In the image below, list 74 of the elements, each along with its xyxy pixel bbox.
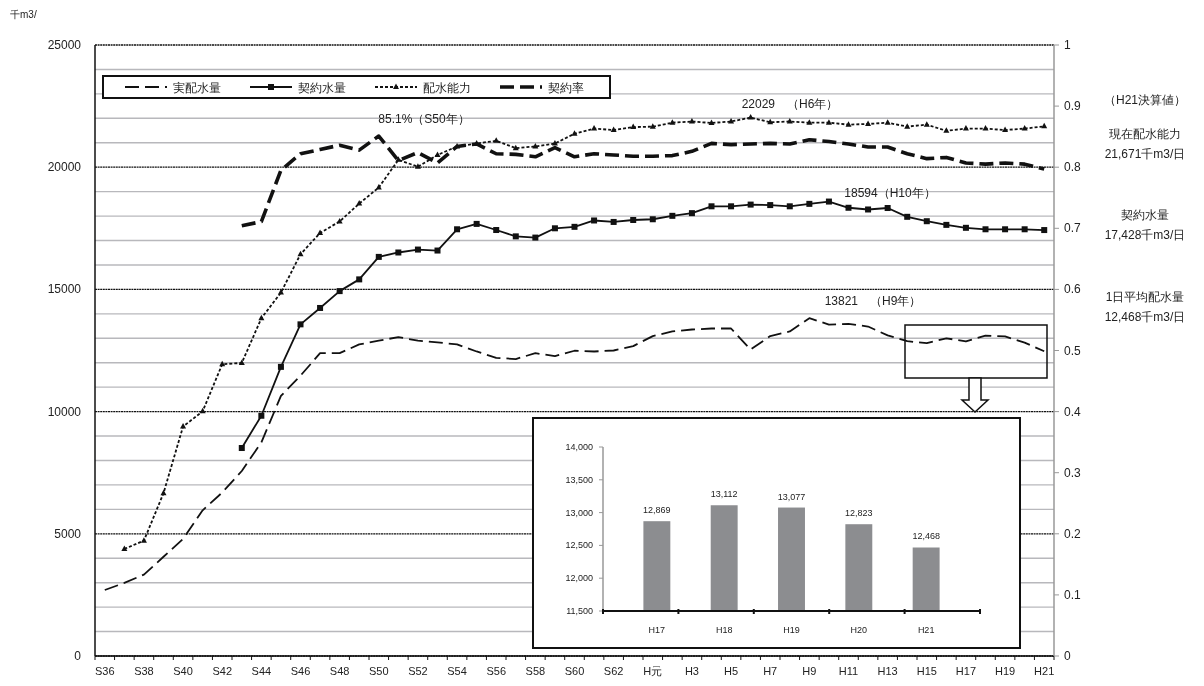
y2-tick-label: 0.5: [1064, 343, 1082, 358]
x-tick-label: H9: [802, 665, 817, 677]
text: 契約水量: [1121, 208, 1169, 222]
text: 21,671千m3/日: [1104, 147, 1186, 161]
x-tick-label: H19: [783, 625, 800, 635]
text: （H21決算値）: [1103, 93, 1187, 107]
y2-tick-label: 0.4: [1064, 404, 1082, 419]
data-label: 12,823: [845, 508, 873, 519]
y2-tick-label: 0.7: [1064, 221, 1082, 236]
y2-tick-label: 1: [1064, 38, 1071, 52]
x-tick-label: H11: [838, 665, 859, 677]
x-tick-label: H18: [715, 625, 733, 635]
legend-label: 契約水量: [298, 81, 346, 95]
y2-tick-label: 0.3: [1064, 465, 1082, 480]
x-tick-label: H3: [684, 665, 699, 677]
annotation: 13821 （H9年）: [824, 294, 922, 308]
x-tick-label: S54: [447, 665, 467, 677]
x-tick-label: H13: [877, 665, 898, 677]
y-axis-title: 千m3/: [10, 9, 37, 20]
x-tick-label: H17: [648, 625, 666, 635]
y-tick-label: 12,000: [565, 573, 593, 584]
x-tick-label: S48: [329, 665, 350, 677]
x-tick-label: S58: [525, 665, 546, 677]
annotation: 18594（H10年）: [844, 186, 936, 200]
x-tick-label: H21: [917, 625, 935, 635]
text: 17,428千m3/日: [1104, 228, 1186, 242]
x-tick-label: H19: [994, 665, 1016, 677]
x-tick-label: H20: [850, 625, 868, 635]
y-tick-label: 25000: [47, 38, 82, 52]
y2-tick-label: 0.9: [1064, 99, 1082, 114]
y2-tick-label: 0.2: [1064, 526, 1082, 541]
y-tick-label: 14,000: [565, 442, 593, 452]
y-tick-label: 15000: [47, 282, 82, 297]
data-label: 12,468: [912, 531, 940, 542]
y-tick-label: 0: [74, 649, 82, 663]
data-label: 13,112: [710, 489, 738, 500]
legend-label: 配水能力: [423, 81, 471, 95]
x-tick-label: H15: [916, 665, 937, 677]
y2-tick-label: 0: [1064, 649, 1071, 663]
legend-label: 実配水量: [173, 81, 221, 95]
x-tick-label: S60: [564, 665, 585, 677]
y-tick-label: 11,500: [566, 606, 593, 616]
x-tick-label: H17: [955, 665, 977, 677]
x-tick-label: S62: [603, 665, 624, 677]
y-tick-label: 5000: [54, 526, 82, 541]
x-tick-label: S56: [486, 665, 506, 677]
x-tick-label: H21: [1034, 665, 1055, 677]
x-tick-label: S50: [369, 665, 389, 677]
x-tick-label: S36: [95, 665, 115, 677]
legend-label: 契約率: [548, 81, 584, 95]
y-tick-label: 20000: [47, 160, 82, 175]
x-tick-label: H元: [643, 665, 663, 677]
annotation: 22029 （H6年）: [741, 97, 839, 111]
y2-tick-label: 0.1: [1064, 587, 1082, 602]
y-tick-label: 13,000: [565, 507, 593, 518]
x-tick-label: S52: [408, 665, 428, 677]
y-tick-label: 12,500: [565, 540, 593, 551]
text: 現在配水能力: [1109, 127, 1181, 141]
annotation: 85.1%（S50年）: [378, 112, 470, 126]
data-label: 12,869: [643, 505, 671, 516]
text: 12,468千m3/日: [1104, 310, 1186, 324]
data-label: 13,077: [777, 491, 806, 502]
y-tick-label: 10000: [47, 404, 82, 419]
x-tick-label: S40: [173, 665, 193, 677]
x-tick-label: S42: [212, 665, 232, 677]
y-tick-label: 13,500: [565, 474, 593, 485]
y2-tick-label: 0.6: [1064, 282, 1082, 297]
text: 1日平均配水量: [1105, 290, 1185, 304]
x-tick-label: S44: [251, 665, 272, 677]
x-tick-label: S46: [290, 665, 311, 677]
x-tick-label: H7: [763, 665, 778, 677]
x-tick-label: H5: [724, 665, 739, 677]
x-tick-label: S38: [134, 665, 154, 677]
y2-tick-label: 0.8: [1064, 160, 1082, 175]
